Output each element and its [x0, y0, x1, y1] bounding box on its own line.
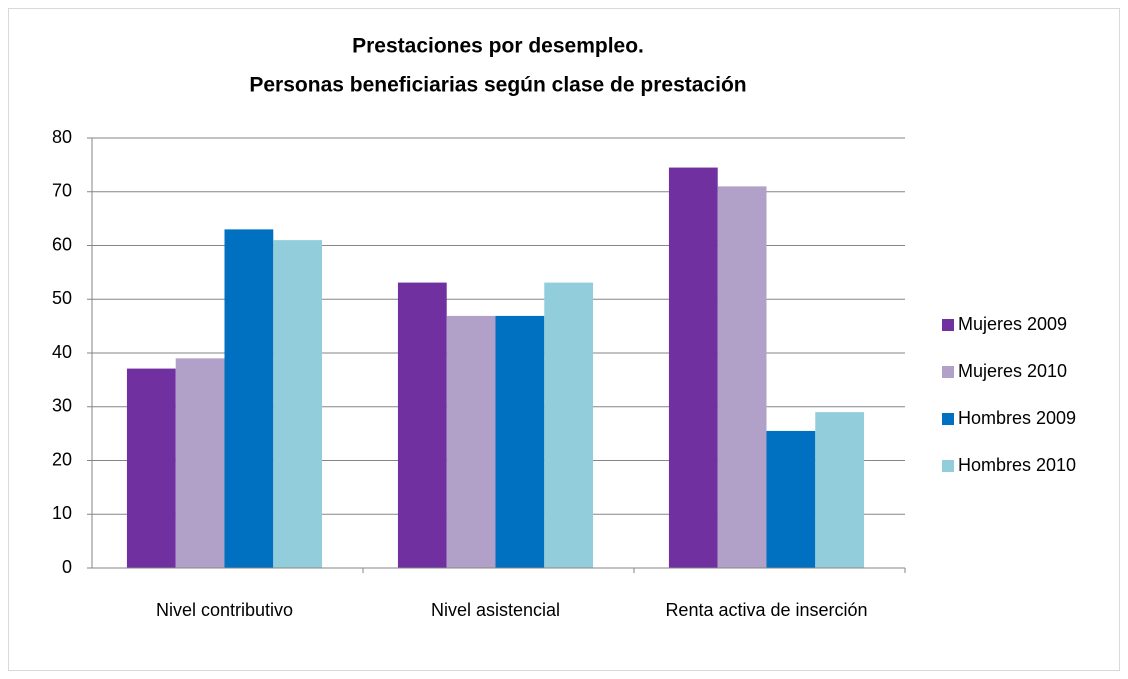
legend-swatch	[942, 319, 954, 331]
legend-label: Hombres 2010	[958, 455, 1076, 475]
bar	[495, 315, 545, 568]
legend-swatch	[942, 413, 954, 425]
y-tick-label: 20	[52, 449, 72, 469]
y-tick-label: 10	[52, 503, 72, 523]
bar	[175, 358, 225, 568]
legend-swatch	[942, 366, 954, 378]
legend-swatch	[942, 460, 954, 472]
bar	[815, 412, 865, 568]
legend-label: Mujeres 2009	[958, 314, 1067, 334]
y-tick-label: 60	[52, 234, 72, 254]
y-tick-label: 50	[52, 288, 72, 308]
y-tick-label: 30	[52, 396, 72, 416]
bar	[273, 240, 323, 568]
bar	[717, 186, 767, 568]
bar	[224, 229, 274, 568]
y-tick-label: 40	[52, 342, 72, 362]
bar	[126, 368, 176, 568]
chart-title: Personas beneficiarias según clase de pr…	[249, 74, 746, 97]
y-tick-label: 70	[52, 181, 72, 201]
bar	[766, 430, 816, 568]
x-tick-label: Renta activa de inserción	[665, 600, 868, 620]
legend-label: Mujeres 2010	[958, 361, 1067, 381]
bar	[446, 315, 496, 568]
x-tick-label: Nivel asistencial	[430, 600, 561, 620]
x-tick-label: Nivel contributivo	[155, 600, 294, 620]
bar	[544, 282, 594, 568]
chart-title: Prestaciones por desempleo.	[352, 35, 644, 58]
bar	[668, 167, 718, 568]
bar	[397, 282, 447, 568]
legend-label: Hombres 2009	[958, 408, 1076, 428]
y-tick-label: 0	[62, 557, 72, 577]
y-tick-label: 80	[52, 127, 72, 147]
